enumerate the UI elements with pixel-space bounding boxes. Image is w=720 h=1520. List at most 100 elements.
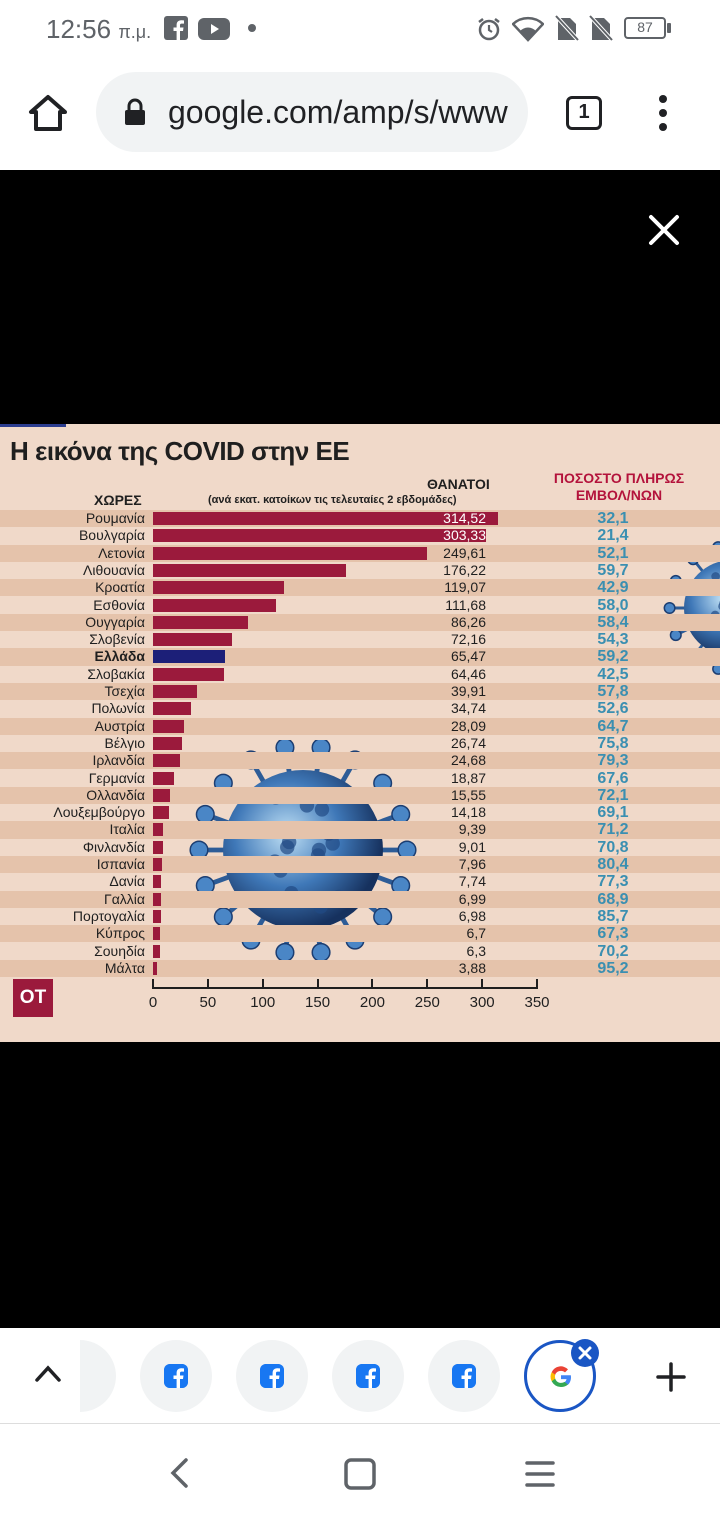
chart-row: Λετονία 249,61 52,1 xyxy=(0,544,720,562)
country-label: Τσεχία xyxy=(104,683,145,699)
recents-icon[interactable] xyxy=(524,1459,556,1489)
country-label: Φινλανδία xyxy=(82,838,145,855)
x-tick xyxy=(481,979,484,990)
youtube-notification-icon xyxy=(198,18,230,40)
url-text[interactable]: google.com/amp/s/www xyxy=(168,94,508,130)
tab-thumbnail-facebook-3[interactable] xyxy=(332,1340,404,1412)
x-tick xyxy=(206,979,209,990)
tab-switcher-button[interactable]: 1 xyxy=(566,96,602,130)
deaths-bar xyxy=(153,702,192,716)
tab-thumbnail-facebook-4[interactable] xyxy=(428,1340,500,1412)
chart-row: Γερμανία 18,87 67,6 xyxy=(0,770,720,787)
vaccination-value: 52,1 xyxy=(597,544,629,562)
vaccination-value: 95,2 xyxy=(597,959,629,977)
vaccination-value: 52,6 xyxy=(597,700,629,718)
deaths-bar xyxy=(153,858,162,871)
deaths-value: 7,74 xyxy=(458,873,486,890)
facebook-icon xyxy=(164,1364,188,1388)
country-label: Βουλγαρία xyxy=(78,527,145,544)
close-icon[interactable] xyxy=(640,206,688,254)
x-tick xyxy=(261,979,264,990)
chart-row: Πολωνία 34,74 52,6 xyxy=(0,700,720,717)
x-tick-label: 250 xyxy=(414,994,440,1012)
deaths-value: 6,98 xyxy=(458,907,486,924)
deaths-value: 65,47 xyxy=(450,648,486,665)
country-label: Πολωνία xyxy=(91,700,145,717)
vaccination-value: 54,3 xyxy=(597,631,629,649)
country-label: Κύπρος xyxy=(95,925,145,942)
deaths-bar xyxy=(153,771,174,785)
chart-row: Εσθονία 111,68 58,0 xyxy=(0,597,720,614)
vaccination-value: 79,3 xyxy=(597,752,629,770)
chart-row: Φινλανδία 9,01 70,8 xyxy=(0,839,720,856)
deaths-bar xyxy=(153,633,233,647)
deaths-bar xyxy=(153,719,184,733)
image-viewer: Η εικόνα της COVID στην ΕΕ ΘΑΝΑΤΟΙ (ανά … xyxy=(0,170,720,1328)
vaccination-value: 72,1 xyxy=(597,786,629,804)
country-label: Λετονία xyxy=(98,544,145,561)
deaths-bar xyxy=(153,546,427,560)
deaths-value: 7,96 xyxy=(458,856,486,872)
country-label: Ολλανδία xyxy=(86,786,145,803)
address-bar[interactable]: google.com/amp/s/www xyxy=(96,72,528,152)
alarm-icon xyxy=(478,18,500,41)
x-tick-label: 300 xyxy=(469,994,495,1012)
tab-thumbnail-facebook-2[interactable] xyxy=(236,1340,308,1412)
x-tick-label: 0 xyxy=(148,994,158,1012)
home-icon[interactable] xyxy=(28,94,68,132)
deaths-bar xyxy=(153,875,162,889)
countries-header: ΧΩΡΕΣ xyxy=(94,492,142,508)
new-tab-plus-icon[interactable] xyxy=(656,1362,686,1392)
deaths-bar xyxy=(153,840,163,854)
lock-icon[interactable] xyxy=(124,98,146,126)
close-tab-icon[interactable] xyxy=(570,1338,600,1368)
country-label: Λουξεμβούργο xyxy=(53,804,145,821)
deaths-bar xyxy=(153,529,486,543)
vaccination-value: 75,8 xyxy=(597,734,629,752)
vaccination-value: 80,4 xyxy=(597,856,629,873)
country-label: Σλοβακία xyxy=(87,665,145,682)
vaccination-value: 59,2 xyxy=(597,648,629,666)
country-label: Λιθουανία xyxy=(83,561,145,578)
chart-row: Κύπρος 6,7 67,3 xyxy=(0,925,720,943)
country-label: Ιταλία xyxy=(109,821,145,838)
x-tick xyxy=(152,979,154,990)
x-axis-line xyxy=(153,987,537,990)
vaccination-value: 71,2 xyxy=(597,821,629,839)
country-label: Ελλάδα xyxy=(94,648,145,665)
deaths-subheader: (ανά εκατ. κατοίκων τις τελευταίες 2 εβδ… xyxy=(208,494,457,506)
deaths-value: 303,33 xyxy=(443,527,486,544)
x-tick xyxy=(536,979,538,990)
deaths-bar xyxy=(153,927,161,941)
deaths-bar xyxy=(153,615,248,629)
deaths-value: 64,46 xyxy=(450,665,486,682)
home-nav-icon[interactable] xyxy=(343,1457,377,1491)
country-label: Ιρλανδία xyxy=(92,752,145,769)
x-tick xyxy=(426,979,429,990)
country-label: Σουηδία xyxy=(94,942,145,959)
vaccination-value: 70,2 xyxy=(597,942,629,960)
overflow-menu-icon[interactable] xyxy=(656,94,670,132)
chart-row: Πορτογαλία 6,98 85,7 xyxy=(0,908,720,925)
deaths-value: 3,88 xyxy=(458,959,486,976)
deaths-value: 9,01 xyxy=(458,838,486,855)
x-tick-label: 150 xyxy=(305,994,331,1012)
deaths-header: ΘΑΝΑΤΟΙ xyxy=(427,476,490,492)
vaccination-value: 67,3 xyxy=(597,925,629,943)
browser-toolbar: google.com/amp/s/www 1 xyxy=(0,58,720,170)
chart-row: Αυστρία 28,09 64,7 xyxy=(0,717,720,735)
back-icon[interactable] xyxy=(168,1457,192,1489)
chevron-up-icon[interactable] xyxy=(34,1362,62,1384)
clock: 12:56 π.μ. xyxy=(46,14,152,44)
deaths-value: 14,18 xyxy=(450,804,486,821)
vaccination-value: 67,6 xyxy=(597,769,629,787)
ot-logo: ΟΤ xyxy=(13,979,53,1018)
x-tick-label: 350 xyxy=(524,994,550,1012)
chart-row: Τσεχία 39,91 57,8 xyxy=(0,683,720,701)
tab-thumbnail-facebook-1[interactable] xyxy=(140,1340,212,1412)
vaccination-value: 57,8 xyxy=(597,683,629,700)
deaths-value: 249,61 xyxy=(443,544,486,561)
vaccination-value: 42,9 xyxy=(597,579,629,597)
status-bar: 12:56 π.μ. 87 xyxy=(0,0,720,58)
chart-row: Ελλάδα 65,47 59,2 xyxy=(0,648,720,666)
